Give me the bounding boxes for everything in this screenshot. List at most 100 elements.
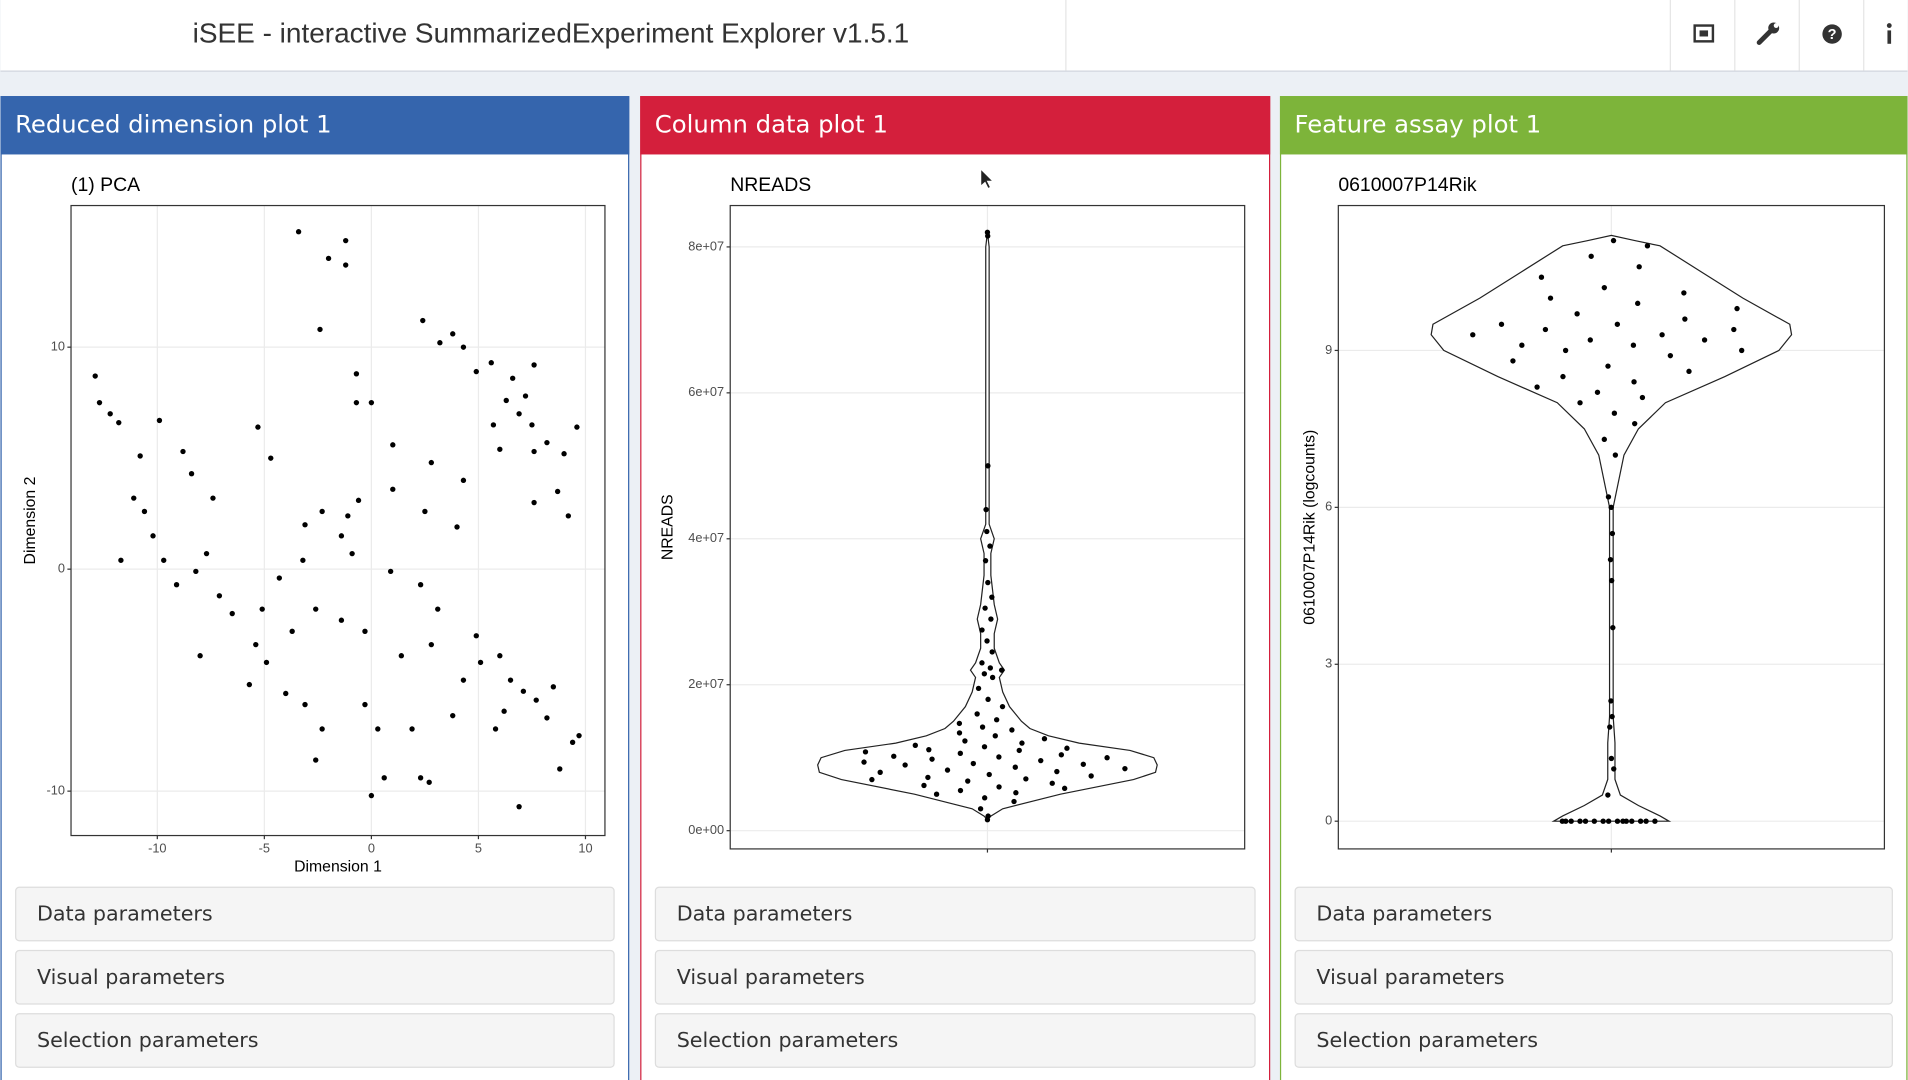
y-tick-label: 6e+07 <box>688 384 724 399</box>
y-tick-label: 0 <box>1325 813 1332 828</box>
collapse-title[interactable]: Visual parameters <box>37 965 225 989</box>
panel: Feature assay plot 1 0 3 6 9 0610007P14Rik 061… <box>1279 96 1908 1080</box>
point <box>454 524 460 530</box>
point <box>1122 765 1128 772</box>
collapse-header[interactable] <box>15 949 615 1005</box>
help-icon[interactable]: ? <box>1822 24 1842 44</box>
y-tick-label: 0e+00 <box>688 822 724 837</box>
point <box>510 375 516 381</box>
collapse-header[interactable] <box>1294 1013 1893 1068</box>
collapse-header[interactable] <box>15 1013 615 1068</box>
mouse-cursor <box>980 167 995 190</box>
collapse-box[interactable]: Selection parameters <box>1294 1013 1893 1068</box>
nav-separators <box>1065 0 1865 71</box>
collapse-title[interactable]: Visual parameters <box>1316 965 1504 989</box>
point <box>1609 530 1616 537</box>
collapse-header[interactable] <box>1294 949 1893 1005</box>
point <box>1631 379 1637 385</box>
point <box>259 606 265 612</box>
point <box>531 499 537 506</box>
point <box>1632 420 1638 427</box>
point <box>1610 624 1616 631</box>
point <box>999 703 1006 710</box>
point <box>1681 290 1687 296</box>
collapse-box[interactable]: Data parameters <box>654 886 1256 942</box>
violin-outline <box>1430 234 1793 822</box>
point <box>1009 727 1015 733</box>
point <box>473 368 479 375</box>
point <box>989 594 995 600</box>
point <box>1612 452 1619 458</box>
point <box>1731 326 1737 333</box>
point <box>1701 337 1708 343</box>
point <box>362 628 368 634</box>
point <box>975 685 982 692</box>
collapse-title[interactable]: Data parameters <box>677 902 853 926</box>
point <box>925 774 931 781</box>
point <box>983 506 989 513</box>
collapse-header[interactable] <box>1294 886 1893 942</box>
point <box>993 717 1000 723</box>
collapse-title[interactable]: Selection parameters <box>677 1028 899 1052</box>
collapse-box[interactable]: Visual parameters <box>15 949 615 1005</box>
collapse-title[interactable]: Selection parameters <box>37 1028 259 1052</box>
point <box>1643 818 1649 824</box>
point <box>522 393 529 399</box>
collapse-header[interactable] <box>654 949 1256 1005</box>
point <box>1635 300 1641 307</box>
point <box>197 653 203 659</box>
plot-frame <box>729 204 1246 850</box>
point <box>984 638 990 644</box>
x-tick-label: 0 <box>368 840 375 855</box>
y-tick-label: 2e+07 <box>688 676 724 691</box>
point <box>450 712 456 719</box>
collapse-box[interactable]: Data parameters <box>1294 886 1893 942</box>
point <box>974 711 980 717</box>
collapse-header[interactable] <box>654 1013 1256 1068</box>
settings-icon[interactable] <box>1756 22 1780 45</box>
point <box>926 747 932 753</box>
point <box>1080 761 1086 767</box>
collapse-title[interactable]: Visual parameters <box>677 965 865 989</box>
point <box>1739 347 1745 354</box>
point <box>1644 243 1651 249</box>
point <box>302 522 308 528</box>
plot-title: NREADS <box>730 174 811 196</box>
point <box>428 641 435 648</box>
point <box>979 660 985 666</box>
point <box>1104 755 1110 761</box>
collapse-title[interactable]: Data parameters <box>37 902 213 926</box>
point <box>1012 764 1018 770</box>
point <box>137 453 143 459</box>
collapse-box[interactable]: Selection parameters <box>15 1013 615 1068</box>
collapse-box[interactable]: Selection parameters <box>654 1013 1256 1068</box>
collapse-box[interactable]: Visual parameters <box>1294 949 1893 1005</box>
collapse-header[interactable] <box>15 886 615 942</box>
point <box>985 233 991 239</box>
point <box>1019 740 1025 746</box>
point <box>409 726 415 732</box>
point <box>141 508 148 515</box>
point <box>268 455 274 461</box>
tour-icon[interactable] <box>1693 24 1715 43</box>
point <box>1023 776 1029 782</box>
point <box>998 667 1005 673</box>
y-axis-label: NREADS <box>659 494 676 560</box>
panel: Column data plot 1 0e+00 2e+07 4e+07 6e+07 8e… <box>640 96 1271 1080</box>
point <box>490 422 497 428</box>
point <box>1041 736 1048 742</box>
point <box>1608 698 1614 704</box>
point <box>343 237 349 244</box>
collapse-box[interactable]: Visual parameters <box>654 949 1256 1005</box>
y-tick-label: 3 <box>1325 656 1332 671</box>
point <box>877 769 883 775</box>
collapse-title[interactable]: Data parameters <box>1316 902 1492 926</box>
point <box>92 373 98 379</box>
collapse-header[interactable] <box>654 886 1256 942</box>
point <box>492 726 499 732</box>
collapse-box[interactable]: Data parameters <box>15 886 615 942</box>
point <box>933 791 940 797</box>
collapse-title[interactable]: Selection parameters <box>1316 1028 1538 1052</box>
info-icon[interactable] <box>1886 23 1892 44</box>
point <box>1588 253 1594 259</box>
